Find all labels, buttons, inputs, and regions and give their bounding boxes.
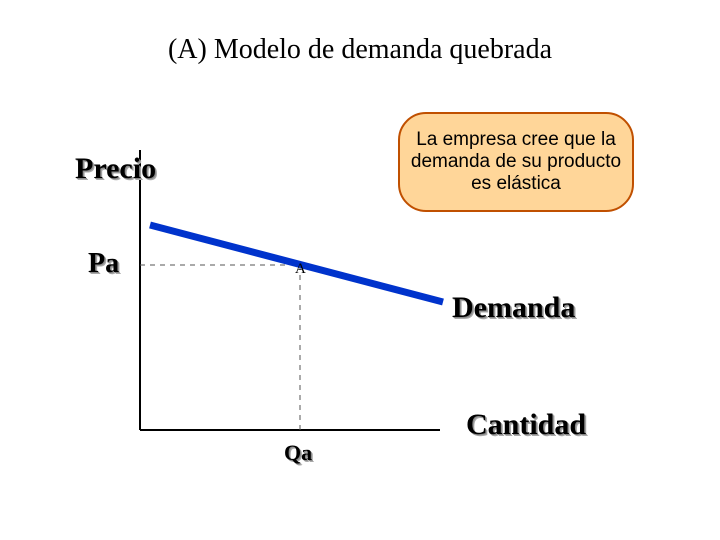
point-a-label: A bbox=[295, 261, 306, 278]
slide: (A) Modelo de demanda quebrada A Precio … bbox=[0, 0, 720, 540]
qa-label: Qa bbox=[284, 440, 312, 466]
callout-box: La empresa cree que la demanda de su pro… bbox=[398, 112, 634, 212]
pa-label: Pa bbox=[88, 248, 119, 280]
demand-label: Demanda bbox=[452, 291, 575, 325]
y-axis-label: Precio bbox=[75, 152, 156, 186]
x-axis-label: Cantidad bbox=[466, 408, 586, 442]
